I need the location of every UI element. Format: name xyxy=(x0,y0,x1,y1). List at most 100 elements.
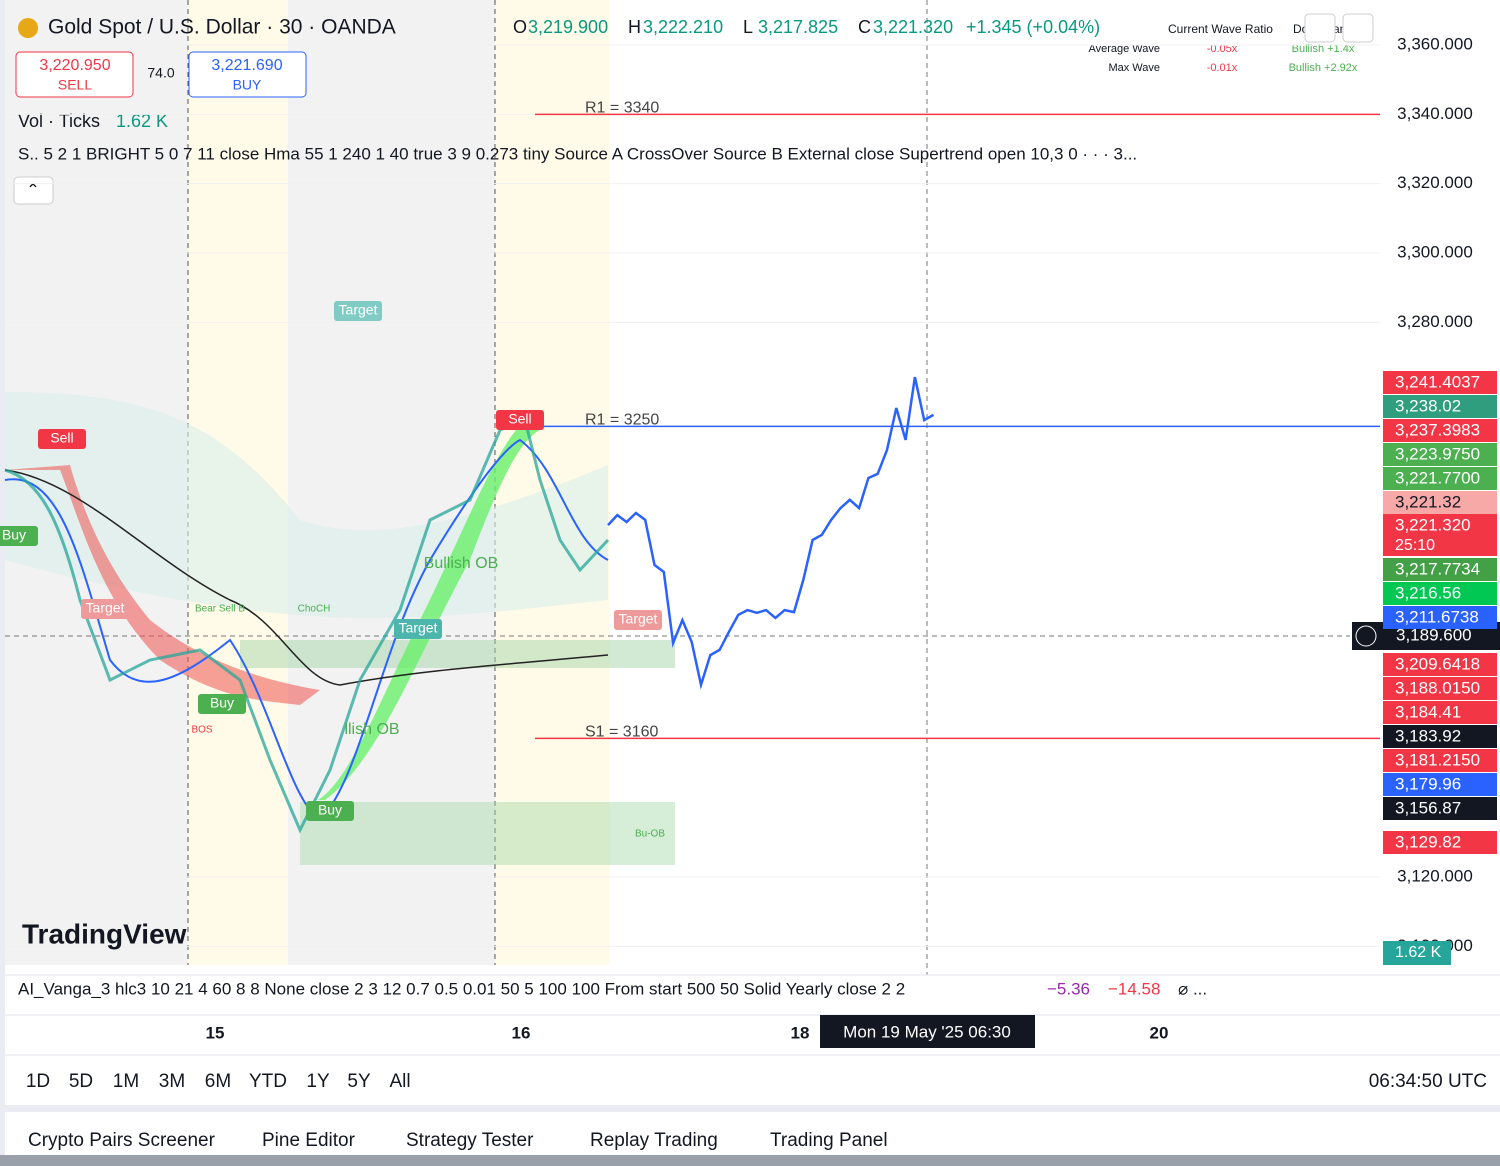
crosshair-price: 3,189.600 xyxy=(1396,625,1472,644)
price-tag xyxy=(1383,491,1497,514)
volume-label: Vol · Ticks xyxy=(18,111,100,131)
chart-label: Sell xyxy=(50,430,73,446)
price-tag xyxy=(1383,371,1497,394)
price-tag xyxy=(1383,677,1497,700)
y-tick-label: 3,300.000 xyxy=(1397,242,1473,261)
price-tag-label: 3,241.4037 xyxy=(1395,372,1480,391)
sell-button[interactable] xyxy=(15,51,134,98)
screenshot-button[interactable] xyxy=(1342,13,1374,43)
add-alert[interactable] xyxy=(1355,625,1377,647)
x-tick-label: 16 xyxy=(512,1023,531,1042)
price-tag xyxy=(1383,582,1497,605)
price-tag-label: 3,221.32 xyxy=(1395,492,1461,511)
range-button[interactable]: 3M xyxy=(159,1071,185,1092)
chart-label: Buy xyxy=(318,802,342,818)
bottom-indicator: AI_Vanga_3 hlc3 10 21 4 60 8 8 None clos… xyxy=(18,979,905,998)
download-button[interactable] xyxy=(1304,13,1336,43)
tab[interactable]: Crypto Pairs Screener xyxy=(28,1130,216,1151)
tab[interactable]: Strategy Tester xyxy=(406,1130,534,1151)
level-label: S1 = 3160 xyxy=(585,724,659,741)
y-tick-label: 3,360.000 xyxy=(1397,34,1473,53)
price-tag-label: 3,223.9750 xyxy=(1395,444,1480,463)
range-button[interactable]: 1M xyxy=(113,1071,139,1092)
order-block xyxy=(240,640,675,668)
price-tag xyxy=(1383,701,1497,724)
ohlc-value: 3,221.320 xyxy=(873,17,953,37)
wave-header: Current Wave Ratio xyxy=(1168,22,1273,36)
buy-button[interactable] xyxy=(188,51,307,98)
level-label: R1 = 3250 xyxy=(585,412,659,429)
tab[interactable]: Pine Editor xyxy=(262,1130,356,1151)
chart-label: Buy xyxy=(210,695,234,711)
price-tag-label: 3,221.320 xyxy=(1395,515,1471,534)
range-button[interactable]: 6M xyxy=(205,1071,231,1092)
buy-label: BUY xyxy=(233,77,262,93)
ribbon xyxy=(5,465,320,705)
chart-label: Bullish OB xyxy=(424,555,499,572)
ohlc-key: O xyxy=(513,17,527,37)
ohlc-value: 3,222.210 xyxy=(643,17,723,37)
price-tag-label: 3,221.7700 xyxy=(1395,468,1480,487)
price-tag-label: 3,156.87 xyxy=(1395,798,1461,817)
tab[interactable]: Trading Panel xyxy=(770,1130,888,1151)
price-tag-label: 3,217.7734 xyxy=(1395,559,1480,578)
label-box xyxy=(394,619,442,639)
label-box xyxy=(38,429,86,449)
spread: 74.0 xyxy=(147,65,174,81)
range-button[interactable]: 5D xyxy=(69,1071,93,1092)
price-tag-sub: 25:10 xyxy=(1395,537,1435,554)
volume-value: 1.62 K xyxy=(116,111,168,131)
wave-cell: Max Wave xyxy=(1108,62,1160,74)
wave-cell: -0.01x xyxy=(1207,62,1238,74)
tab[interactable]: Replay Trading xyxy=(590,1130,718,1151)
clock: 06:34:50 UTC xyxy=(1369,1071,1487,1092)
y-tick-label: 3,320.000 xyxy=(1397,173,1473,192)
range-button[interactable]: 1Y xyxy=(306,1071,330,1092)
label-box xyxy=(0,526,38,546)
scroll-bar xyxy=(0,1155,1500,1166)
price-tag xyxy=(1383,467,1497,490)
chart-label: ChoCH xyxy=(298,604,331,615)
price-tag-label: 3,183.92 xyxy=(1395,726,1461,745)
x-tick-label: 18 xyxy=(791,1023,810,1042)
chart-label: Target xyxy=(86,600,125,616)
ohlc-value: 3,219.900 xyxy=(528,17,608,37)
price-path xyxy=(4,417,610,834)
price-tag-label: 3,179.96 xyxy=(1395,774,1461,793)
x-tick-label: 15 xyxy=(206,1023,225,1042)
price-tag xyxy=(1383,773,1497,796)
volume-tag-box xyxy=(1383,941,1451,965)
label-box xyxy=(334,301,382,321)
projection-line xyxy=(607,376,935,690)
wave-cell: -0.05x xyxy=(1207,43,1238,55)
chart-label: Target xyxy=(339,302,378,318)
price-tag-label: 3,209.6418 xyxy=(1395,654,1480,673)
range-button[interactable]: 5Y xyxy=(347,1071,371,1092)
ribbon xyxy=(318,425,540,800)
ohlc-value: 3,217.825 xyxy=(758,17,838,37)
label-box xyxy=(496,410,544,430)
range-button[interactable]: 1D xyxy=(26,1071,50,1092)
y-tick-label: 3,340.000 xyxy=(1397,104,1473,123)
price-tag xyxy=(1383,419,1497,442)
sell-label: SELL xyxy=(58,77,92,93)
level-label: R1 = 3340 xyxy=(585,100,659,117)
price-tag-label: 3,211.6738 xyxy=(1395,607,1479,626)
collapse-icon: ⌃ xyxy=(26,182,39,199)
buy-price: 3,221.690 xyxy=(211,57,282,74)
price-tag-label: 3,216.56 xyxy=(1395,583,1461,602)
bottom-indicator-value: −14.58 xyxy=(1108,979,1160,998)
chart-label: Sell xyxy=(508,411,531,427)
chart-label: Target xyxy=(399,620,438,636)
price-tag xyxy=(1383,443,1497,466)
range-button[interactable]: YTD xyxy=(249,1071,287,1092)
price-tag-label: 3,129.82 xyxy=(1395,832,1461,851)
range-button[interactable]: All xyxy=(389,1071,410,1092)
price-tag xyxy=(1383,653,1497,676)
sell-price: 3,220.950 xyxy=(39,57,110,74)
crosshair-time-box xyxy=(820,1015,1035,1048)
price-tag xyxy=(1383,514,1497,556)
price-tag xyxy=(1383,395,1497,418)
